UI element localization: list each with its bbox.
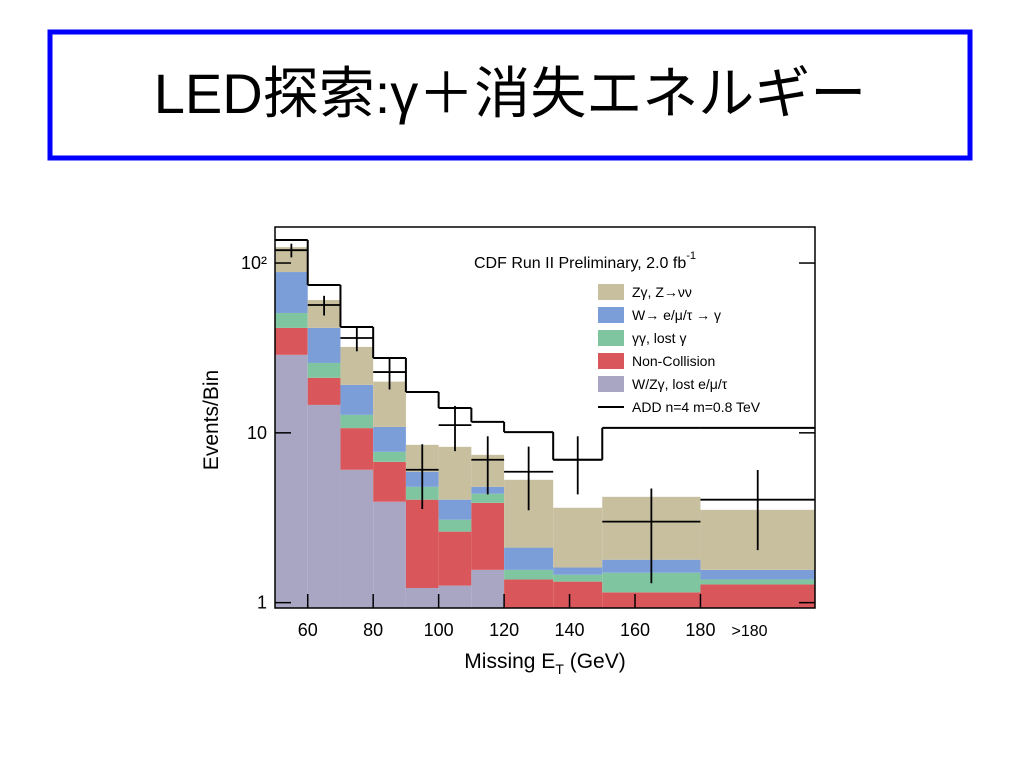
bar-segment	[405, 587, 439, 608]
bar-segment	[373, 451, 406, 462]
data-point	[340, 326, 374, 352]
x-tick-label: 60	[298, 620, 318, 640]
legend-label: ADD n=4 m=0.8 TeV	[632, 399, 761, 415]
legend-swatch	[598, 376, 624, 392]
bar-segment	[373, 461, 406, 502]
bar-segment	[275, 354, 308, 608]
bar-segment	[340, 414, 374, 429]
bar-segment	[504, 579, 554, 608]
bar-segment	[373, 501, 406, 608]
overlay: 1 10 10² 60 80 100 120 140 160 180 >180 Events/Bin M…	[200, 226, 816, 677]
bar-segment	[307, 327, 341, 363]
legend-label: Non-Collision	[632, 353, 715, 369]
legend-swatch	[598, 353, 624, 369]
x-tick-label: 160	[620, 620, 650, 640]
bar-segment	[340, 469, 374, 608]
legend-swatch	[598, 307, 624, 323]
legend-swatch	[598, 284, 624, 300]
x-tick-label: 100	[424, 620, 454, 640]
bar-segment	[553, 574, 603, 582]
bar-segment	[340, 384, 374, 415]
plot-area	[275, 239, 815, 608]
legend-label: W→ e/μ/τ → γ	[632, 307, 721, 323]
bar-segment	[340, 428, 374, 470]
bar-segment	[438, 585, 472, 608]
title-box	[47, 29, 973, 161]
x-tick-label: 180	[685, 620, 715, 640]
legend-label: Zγ, Z→νν	[632, 284, 692, 300]
x-tick-label: 120	[489, 620, 519, 640]
x-label-unit: (GeV)	[564, 650, 626, 673]
legend-label: W/Zγ, lost e/μ/τ	[632, 376, 728, 392]
x-axis-label: Missing ET (GeV)	[464, 650, 625, 677]
bar-segment	[373, 426, 406, 452]
bar-segment	[700, 579, 815, 585]
annotation: CDF Run II Preliminary, 2.0 fb-1	[474, 250, 696, 272]
bar-segment	[471, 493, 505, 503]
annotation-sup: -1	[686, 250, 696, 262]
x-tick-label: >180	[732, 623, 768, 640]
legend-label: γγ, lost γ	[632, 330, 686, 346]
y-tick-label: 1	[257, 593, 267, 613]
bar-segment	[504, 547, 554, 570]
y-tick-label: 10	[247, 423, 267, 443]
x-label-text: Missing E	[464, 650, 555, 673]
data-point	[602, 488, 701, 584]
bar-segment	[275, 312, 308, 328]
bar-segment	[307, 362, 341, 378]
bar-segment	[471, 502, 505, 570]
data-point	[700, 470, 815, 551]
slide-title: LED探索:γ＋消失エネルギー	[154, 62, 867, 125]
annotation-text: CDF Run II Preliminary, 2.0 fb	[474, 255, 686, 272]
data-point	[275, 243, 308, 258]
data-point	[553, 436, 603, 495]
bar-segment	[307, 404, 341, 608]
bar-segment	[553, 581, 603, 608]
bar-segment	[700, 584, 815, 608]
legend-swatch	[598, 330, 624, 346]
bar-segment	[275, 272, 308, 313]
bar-segment	[553, 567, 603, 575]
data-point	[307, 295, 341, 316]
bar-segment	[275, 327, 308, 355]
bar-segment	[438, 446, 472, 500]
x-tick-label: 80	[363, 620, 383, 640]
bar-segment	[602, 592, 701, 608]
bar-segment	[438, 519, 472, 532]
x-label-sub: T	[555, 661, 564, 677]
bar-segment	[405, 499, 439, 588]
x-tick-label: 140	[555, 620, 585, 640]
bar-segment	[307, 377, 341, 405]
bar-segment	[700, 569, 815, 580]
bar-segment	[438, 531, 472, 586]
y-axis-label: Events/Bin	[200, 370, 223, 470]
data-point	[504, 446, 554, 511]
bar-segment	[504, 569, 554, 580]
data-point	[471, 436, 505, 495]
bar-segment	[553, 507, 603, 568]
data-point	[373, 357, 406, 390]
y-tick-label: 10²	[241, 253, 267, 273]
bar-segment	[340, 346, 374, 385]
axes-frame	[274, 226, 816, 609]
bar-segment	[471, 569, 505, 608]
bar-segment	[438, 499, 472, 520]
data-point	[438, 405, 472, 452]
data-point	[405, 444, 439, 510]
